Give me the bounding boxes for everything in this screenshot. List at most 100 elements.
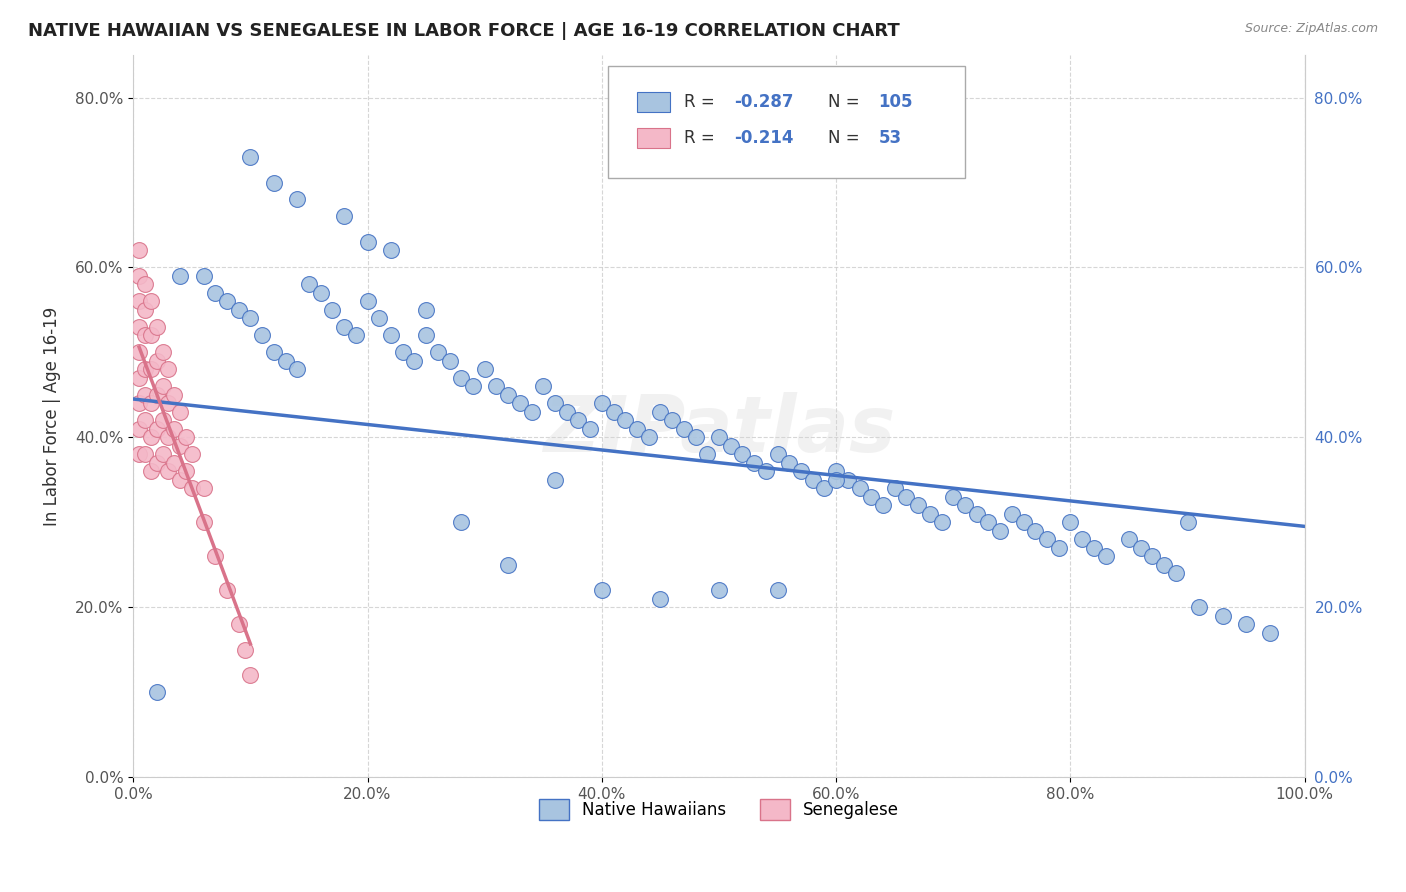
Point bbox=[128, 319, 150, 334]
Point bbox=[239, 668, 262, 682]
Point bbox=[509, 396, 531, 410]
Point bbox=[145, 422, 167, 436]
Point bbox=[193, 515, 215, 529]
Point bbox=[1036, 532, 1059, 546]
Point bbox=[152, 379, 174, 393]
Point bbox=[544, 473, 567, 487]
Point bbox=[380, 328, 402, 343]
Point bbox=[848, 481, 870, 495]
Point bbox=[139, 396, 162, 410]
Point bbox=[579, 422, 602, 436]
Point bbox=[544, 396, 567, 410]
Point bbox=[356, 294, 378, 309]
Point bbox=[134, 328, 156, 343]
Point bbox=[650, 591, 672, 606]
Point bbox=[128, 447, 150, 461]
Point bbox=[896, 490, 918, 504]
Point bbox=[1059, 515, 1081, 529]
Point bbox=[128, 422, 150, 436]
Point bbox=[461, 379, 484, 393]
Point bbox=[1234, 617, 1257, 632]
Point bbox=[134, 277, 156, 292]
Point bbox=[333, 319, 356, 334]
Point bbox=[263, 345, 285, 359]
Point bbox=[672, 422, 695, 436]
Point bbox=[139, 430, 162, 444]
Point bbox=[204, 285, 226, 300]
Point bbox=[228, 302, 250, 317]
Point bbox=[813, 481, 835, 495]
Point bbox=[626, 422, 648, 436]
Point bbox=[1142, 549, 1164, 563]
Point bbox=[496, 388, 519, 402]
Point bbox=[966, 507, 988, 521]
Point bbox=[977, 515, 1000, 529]
Point bbox=[134, 302, 156, 317]
Point bbox=[128, 396, 150, 410]
Point bbox=[450, 515, 472, 529]
Text: Source: ZipAtlas.com: Source: ZipAtlas.com bbox=[1244, 22, 1378, 36]
Point bbox=[128, 244, 150, 258]
Point bbox=[193, 268, 215, 283]
Point bbox=[1177, 515, 1199, 529]
Text: R =: R = bbox=[683, 129, 720, 147]
Point bbox=[250, 328, 273, 343]
Point bbox=[145, 319, 167, 334]
Point bbox=[274, 353, 297, 368]
Point bbox=[766, 447, 789, 461]
Text: N =: N = bbox=[828, 93, 865, 111]
Point bbox=[228, 617, 250, 632]
Point bbox=[215, 583, 238, 598]
Point bbox=[439, 353, 461, 368]
Point bbox=[942, 490, 965, 504]
Point bbox=[531, 379, 554, 393]
Point bbox=[837, 473, 859, 487]
Point bbox=[1212, 608, 1234, 623]
Point bbox=[661, 413, 683, 427]
Point bbox=[953, 498, 976, 512]
Point bbox=[128, 345, 150, 359]
Text: N =: N = bbox=[828, 129, 865, 147]
Text: 53: 53 bbox=[879, 129, 901, 147]
FancyBboxPatch shape bbox=[637, 92, 669, 112]
Point bbox=[134, 362, 156, 376]
Point bbox=[872, 498, 894, 512]
Point bbox=[239, 311, 262, 326]
Point bbox=[766, 583, 789, 598]
Y-axis label: In Labor Force | Age 16-19: In Labor Force | Age 16-19 bbox=[44, 306, 60, 525]
Point bbox=[790, 464, 813, 478]
Point bbox=[1094, 549, 1116, 563]
Point bbox=[602, 405, 624, 419]
Point bbox=[239, 150, 262, 164]
Point bbox=[685, 430, 707, 444]
Text: R =: R = bbox=[683, 93, 720, 111]
Point bbox=[152, 345, 174, 359]
Point bbox=[152, 447, 174, 461]
Point bbox=[139, 328, 162, 343]
Point bbox=[696, 447, 718, 461]
Point bbox=[474, 362, 496, 376]
Point bbox=[169, 439, 191, 453]
Point bbox=[163, 422, 186, 436]
Point bbox=[404, 353, 426, 368]
Point bbox=[918, 507, 941, 521]
Point bbox=[263, 176, 285, 190]
Point bbox=[825, 473, 848, 487]
Point bbox=[169, 473, 191, 487]
FancyBboxPatch shape bbox=[637, 128, 669, 148]
Point bbox=[169, 405, 191, 419]
Point bbox=[309, 285, 332, 300]
Point bbox=[356, 235, 378, 249]
Point bbox=[139, 464, 162, 478]
Point bbox=[233, 642, 256, 657]
Point bbox=[496, 558, 519, 572]
Point bbox=[426, 345, 449, 359]
Point bbox=[139, 362, 162, 376]
Point bbox=[860, 490, 883, 504]
Point bbox=[883, 481, 905, 495]
Point bbox=[1071, 532, 1094, 546]
Point bbox=[180, 481, 202, 495]
Point bbox=[145, 456, 167, 470]
Point bbox=[321, 302, 343, 317]
Point bbox=[614, 413, 637, 427]
